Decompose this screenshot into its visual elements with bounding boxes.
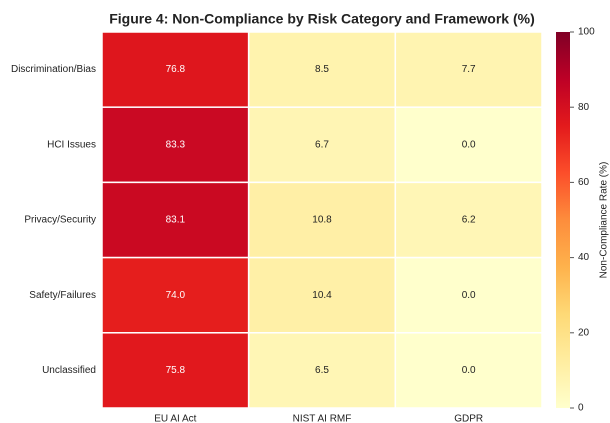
heatmap-cell [101,256,250,334]
cell-label: 83.3 [166,139,186,150]
y-tick-label: Privacy/Security [24,215,96,226]
heatmap-cell [394,106,543,184]
heatmap-cell [394,31,543,108]
heatmap-cell [101,332,250,409]
heatmap-cell [247,181,397,259]
heatmap-cell [247,332,397,409]
heatmap-cell [394,332,543,409]
cell-label: 6.2 [462,215,476,226]
colorbar [556,32,570,408]
heatmap-cell [101,106,250,184]
colorbar-tick-label: 40 [578,252,590,263]
colorbar-tick-label: 0 [578,403,584,414]
colorbar-tick-label: 100 [578,27,595,38]
y-tick-label: HCI Issues [47,139,96,150]
chart-title: Figure 4: Non-Compliance by Risk Categor… [109,11,535,27]
cell-label: 6.5 [315,365,329,376]
y-tick-label: Discrimination/Bias [11,64,96,75]
cell-label: 0.0 [462,139,476,150]
cell-label: 0.0 [462,290,476,301]
cell-label: 8.5 [315,64,329,75]
y-tick-label: Safety/Failures [29,290,96,301]
x-tick-label: EU AI Act [154,414,196,423]
y-tick-label: Unclassified [42,365,96,376]
cell-label: 83.1 [166,215,186,226]
cell-label: 6.7 [315,139,329,150]
heatmap-cell [394,256,543,334]
cell-label: 74.0 [166,290,186,301]
colorbar-label: Non-Compliance Rate (%) [599,162,610,279]
cell-label: 0.0 [462,365,476,376]
cell-label: 10.4 [312,290,332,301]
colorbar-tick-label: 60 [578,177,590,188]
x-tick-label: GDPR [454,414,483,423]
cell-label: 7.7 [462,64,476,75]
cell-label: 10.8 [312,215,332,226]
x-tick-label: NIST AI RMF [293,414,352,423]
cell-label: 76.8 [166,64,186,75]
heatmap-cell [101,31,250,108]
colorbar-tick-label: 80 [578,102,590,113]
colorbar-tick-label: 20 [578,327,590,338]
cell-label: 75.8 [166,365,186,376]
heatmap-cell [247,31,397,108]
